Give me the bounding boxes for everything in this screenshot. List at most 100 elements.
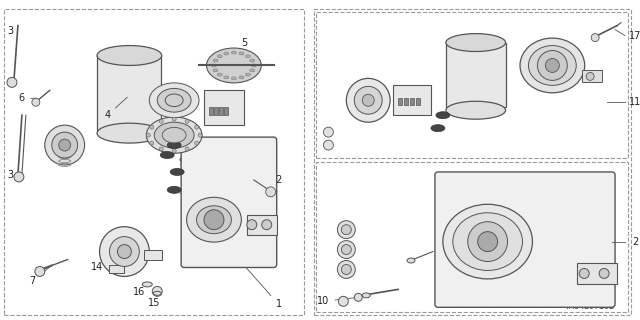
Circle shape (468, 222, 508, 261)
Text: 9: 9 (180, 148, 192, 158)
Circle shape (339, 296, 348, 306)
Ellipse shape (147, 117, 202, 153)
Circle shape (109, 236, 140, 267)
Circle shape (247, 220, 257, 230)
Ellipse shape (97, 123, 162, 143)
Ellipse shape (142, 282, 152, 287)
Text: 9: 9 (182, 175, 194, 185)
FancyBboxPatch shape (97, 55, 161, 130)
Ellipse shape (443, 204, 532, 279)
FancyBboxPatch shape (214, 107, 218, 115)
Ellipse shape (157, 88, 191, 112)
Circle shape (7, 77, 17, 87)
Circle shape (172, 117, 176, 121)
Ellipse shape (232, 77, 236, 80)
Ellipse shape (97, 45, 162, 66)
FancyBboxPatch shape (435, 172, 615, 307)
Circle shape (477, 232, 498, 252)
Ellipse shape (239, 76, 244, 79)
Ellipse shape (187, 197, 241, 242)
Text: 2: 2 (632, 236, 638, 247)
Text: 6: 6 (19, 93, 37, 103)
Text: 9: 9 (180, 193, 192, 203)
Circle shape (545, 59, 559, 72)
Ellipse shape (250, 59, 255, 62)
FancyBboxPatch shape (404, 98, 408, 105)
Ellipse shape (431, 125, 445, 132)
Ellipse shape (211, 64, 216, 67)
Circle shape (152, 286, 162, 296)
Ellipse shape (167, 141, 181, 148)
Ellipse shape (224, 76, 228, 79)
Text: 3: 3 (7, 170, 13, 180)
Ellipse shape (149, 83, 199, 118)
Ellipse shape (170, 168, 184, 175)
Text: 13: 13 (45, 147, 67, 157)
Text: 9: 9 (173, 157, 184, 167)
Ellipse shape (167, 186, 181, 193)
Circle shape (591, 34, 599, 42)
Text: 7: 7 (29, 267, 49, 286)
Circle shape (337, 260, 355, 278)
Circle shape (355, 293, 362, 301)
Circle shape (262, 220, 272, 230)
FancyBboxPatch shape (247, 215, 276, 235)
Ellipse shape (213, 59, 218, 62)
Text: 14: 14 (92, 262, 114, 273)
Circle shape (159, 119, 163, 123)
Ellipse shape (446, 34, 506, 52)
Text: 4: 4 (104, 97, 127, 120)
FancyBboxPatch shape (577, 262, 617, 284)
Ellipse shape (213, 69, 218, 72)
Ellipse shape (246, 55, 250, 58)
FancyBboxPatch shape (144, 250, 162, 260)
Circle shape (52, 132, 77, 158)
Circle shape (266, 187, 276, 197)
Ellipse shape (250, 69, 255, 72)
Circle shape (538, 51, 567, 80)
Circle shape (45, 125, 84, 165)
FancyBboxPatch shape (109, 266, 124, 274)
Circle shape (172, 149, 176, 153)
Ellipse shape (529, 45, 576, 85)
Circle shape (204, 210, 224, 230)
Ellipse shape (453, 213, 522, 270)
Circle shape (195, 125, 198, 129)
FancyBboxPatch shape (204, 90, 244, 125)
Text: 11: 11 (629, 97, 640, 107)
FancyBboxPatch shape (224, 107, 228, 115)
Text: 15: 15 (148, 292, 161, 308)
Circle shape (185, 147, 189, 151)
Ellipse shape (239, 52, 244, 55)
Ellipse shape (362, 293, 370, 298)
Circle shape (341, 265, 351, 275)
Circle shape (14, 172, 24, 182)
Text: 16: 16 (133, 284, 147, 297)
Circle shape (59, 139, 70, 151)
FancyBboxPatch shape (393, 85, 431, 115)
Circle shape (195, 141, 198, 145)
Ellipse shape (407, 258, 415, 263)
Circle shape (337, 241, 355, 259)
Text: 5: 5 (235, 37, 247, 70)
Text: 12: 12 (271, 175, 283, 185)
Ellipse shape (218, 55, 222, 58)
Text: 17: 17 (628, 31, 640, 41)
Circle shape (579, 268, 589, 278)
Ellipse shape (224, 52, 228, 55)
Circle shape (323, 127, 333, 137)
Text: 10: 10 (317, 296, 356, 306)
Ellipse shape (232, 51, 236, 54)
Ellipse shape (252, 64, 256, 67)
Circle shape (586, 72, 594, 80)
Circle shape (159, 147, 163, 151)
FancyBboxPatch shape (219, 107, 223, 115)
Circle shape (341, 244, 351, 254)
Text: TM84E0710B: TM84E0710B (565, 302, 615, 311)
Text: 8: 8 (216, 90, 240, 104)
FancyBboxPatch shape (410, 98, 414, 105)
Circle shape (100, 227, 149, 276)
FancyBboxPatch shape (416, 98, 420, 105)
Circle shape (362, 94, 374, 106)
Circle shape (35, 267, 45, 276)
